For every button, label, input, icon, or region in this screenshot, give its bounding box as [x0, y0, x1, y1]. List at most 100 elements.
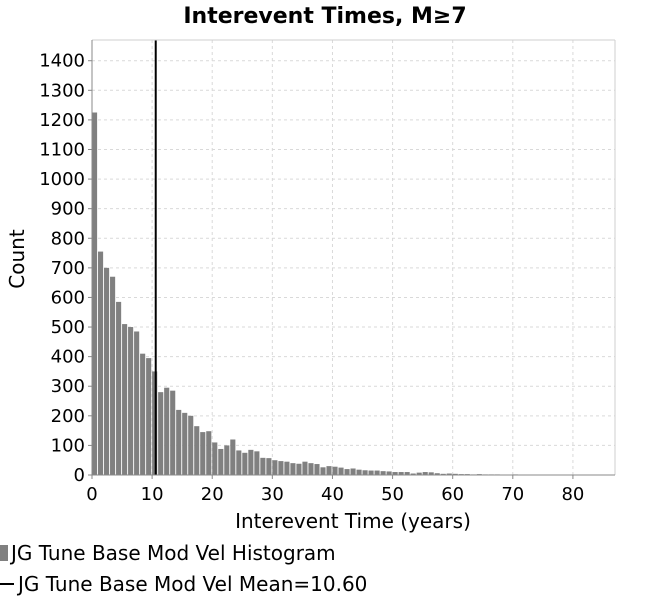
histogram-bar [236, 450, 242, 475]
histogram-bar [302, 461, 308, 475]
histogram-bar [128, 327, 134, 475]
mean-swatch [0, 583, 14, 585]
histogram-bar [386, 471, 392, 475]
histogram-bar [170, 390, 176, 475]
histogram-bar [230, 439, 236, 475]
histogram-bar [338, 467, 344, 475]
x-tick-label: 80 [561, 484, 584, 505]
histogram-bar [278, 461, 284, 475]
histogram-bar [146, 358, 152, 475]
histogram-bar [446, 473, 452, 475]
histogram-bar [416, 472, 422, 475]
histogram-bar [296, 463, 302, 475]
histogram-bar [254, 451, 260, 475]
histogram-bar [434, 473, 440, 475]
y-tick-label: 600 [51, 287, 85, 308]
x-tick-label: 60 [441, 484, 464, 505]
y-tick-label: 1400 [39, 51, 85, 72]
x-tick-label: 30 [261, 484, 284, 505]
x-tick-label: 20 [201, 484, 224, 505]
x-tick-label: 70 [501, 484, 524, 505]
x-tick-label: 50 [381, 484, 404, 505]
y-axis-label: Count [5, 229, 29, 289]
histogram-bar [140, 353, 146, 475]
histogram-bar [272, 460, 278, 475]
histogram-bar [368, 470, 374, 475]
histogram-bar [116, 301, 122, 475]
histogram-bar [410, 473, 416, 475]
x-axis-label: Interevent Time (years) [235, 509, 471, 533]
y-tick-label: 1200 [39, 110, 85, 131]
axes [88, 39, 616, 479]
y-tick-label: 700 [51, 258, 85, 279]
y-tick-label: 1000 [39, 169, 85, 190]
histogram-bar [356, 469, 362, 475]
y-tick-label: 900 [51, 199, 85, 220]
legend-label-mean: JG Tune Base Mod Vel Mean=10.60 [18, 572, 368, 596]
histogram-bar [164, 387, 170, 475]
grid [91, 40, 615, 476]
y-tick-labels: 0 100 200 300 400 500 600 700 800 900 1000 1100 1200… [39, 51, 85, 486]
histogram-bar [398, 472, 404, 475]
histogram-bar [122, 324, 128, 475]
histogram-bar [440, 473, 446, 475]
y-tick-label: 0 [74, 465, 85, 486]
y-tick-label: 200 [51, 406, 85, 427]
histogram-bar [392, 472, 398, 475]
histogram-bar [218, 448, 224, 475]
histogram-bar [320, 467, 326, 475]
histogram-bar [284, 461, 290, 475]
histogram-bar [110, 276, 116, 475]
histogram-bar [194, 426, 200, 475]
histogram-bar [380, 471, 386, 475]
y-tick-label: 800 [51, 228, 85, 249]
x-tick-label: 0 [86, 484, 97, 505]
histogram-bar [188, 415, 194, 475]
histogram-bar [452, 473, 458, 475]
histogram-bar [362, 470, 368, 475]
y-tick-label: 300 [51, 376, 85, 397]
histogram-bar [344, 469, 350, 475]
legend-item-histogram: JG Tune Base Mod Vel Histogram [0, 541, 336, 565]
histogram-bar [224, 445, 230, 475]
histogram-bar [134, 331, 140, 475]
histogram-bar [104, 267, 110, 475]
x-tick-labels: 0 10 20 30 40 50 60 70 80 [86, 484, 584, 505]
chart-title: Interevent Times, M≥7 [183, 4, 466, 29]
y-tick-label: 100 [51, 435, 85, 456]
y-tick-label: 1100 [39, 139, 85, 160]
histogram-bar [212, 442, 218, 475]
histogram-bar [404, 472, 410, 475]
x-tick-label: 40 [321, 484, 344, 505]
histogram-bar [374, 470, 380, 475]
histogram-bar [260, 457, 266, 475]
bars [92, 112, 609, 475]
legend-item-mean: JG Tune Base Mod Vel Mean=10.60 [0, 572, 367, 596]
histogram-bar [308, 463, 314, 475]
histogram-bar [92, 112, 98, 475]
histogram-bar [206, 431, 212, 475]
histogram-bar [314, 464, 320, 475]
y-tick-label: 400 [51, 347, 85, 368]
histogram-swatch [0, 545, 8, 561]
histogram-bar [332, 466, 338, 475]
y-tick-label: 1300 [39, 80, 85, 101]
histogram-bar [248, 449, 254, 475]
histogram-bar [200, 432, 206, 475]
histogram-bar [350, 468, 356, 475]
histogram-bar [98, 251, 104, 475]
x-tick-label: 10 [141, 484, 164, 505]
y-tick-label: 500 [51, 317, 85, 338]
histogram-bar [422, 472, 428, 475]
histogram-bar [242, 452, 248, 475]
histogram-bar [290, 463, 296, 475]
histogram-bar [182, 412, 188, 475]
histogram-bar [428, 472, 434, 475]
histogram-bar [266, 458, 272, 475]
histogram-bar [326, 466, 332, 475]
histogram-bar [176, 409, 182, 475]
histogram-bar [152, 371, 158, 475]
histogram-bar [158, 392, 164, 475]
plot-area [92, 40, 615, 475]
